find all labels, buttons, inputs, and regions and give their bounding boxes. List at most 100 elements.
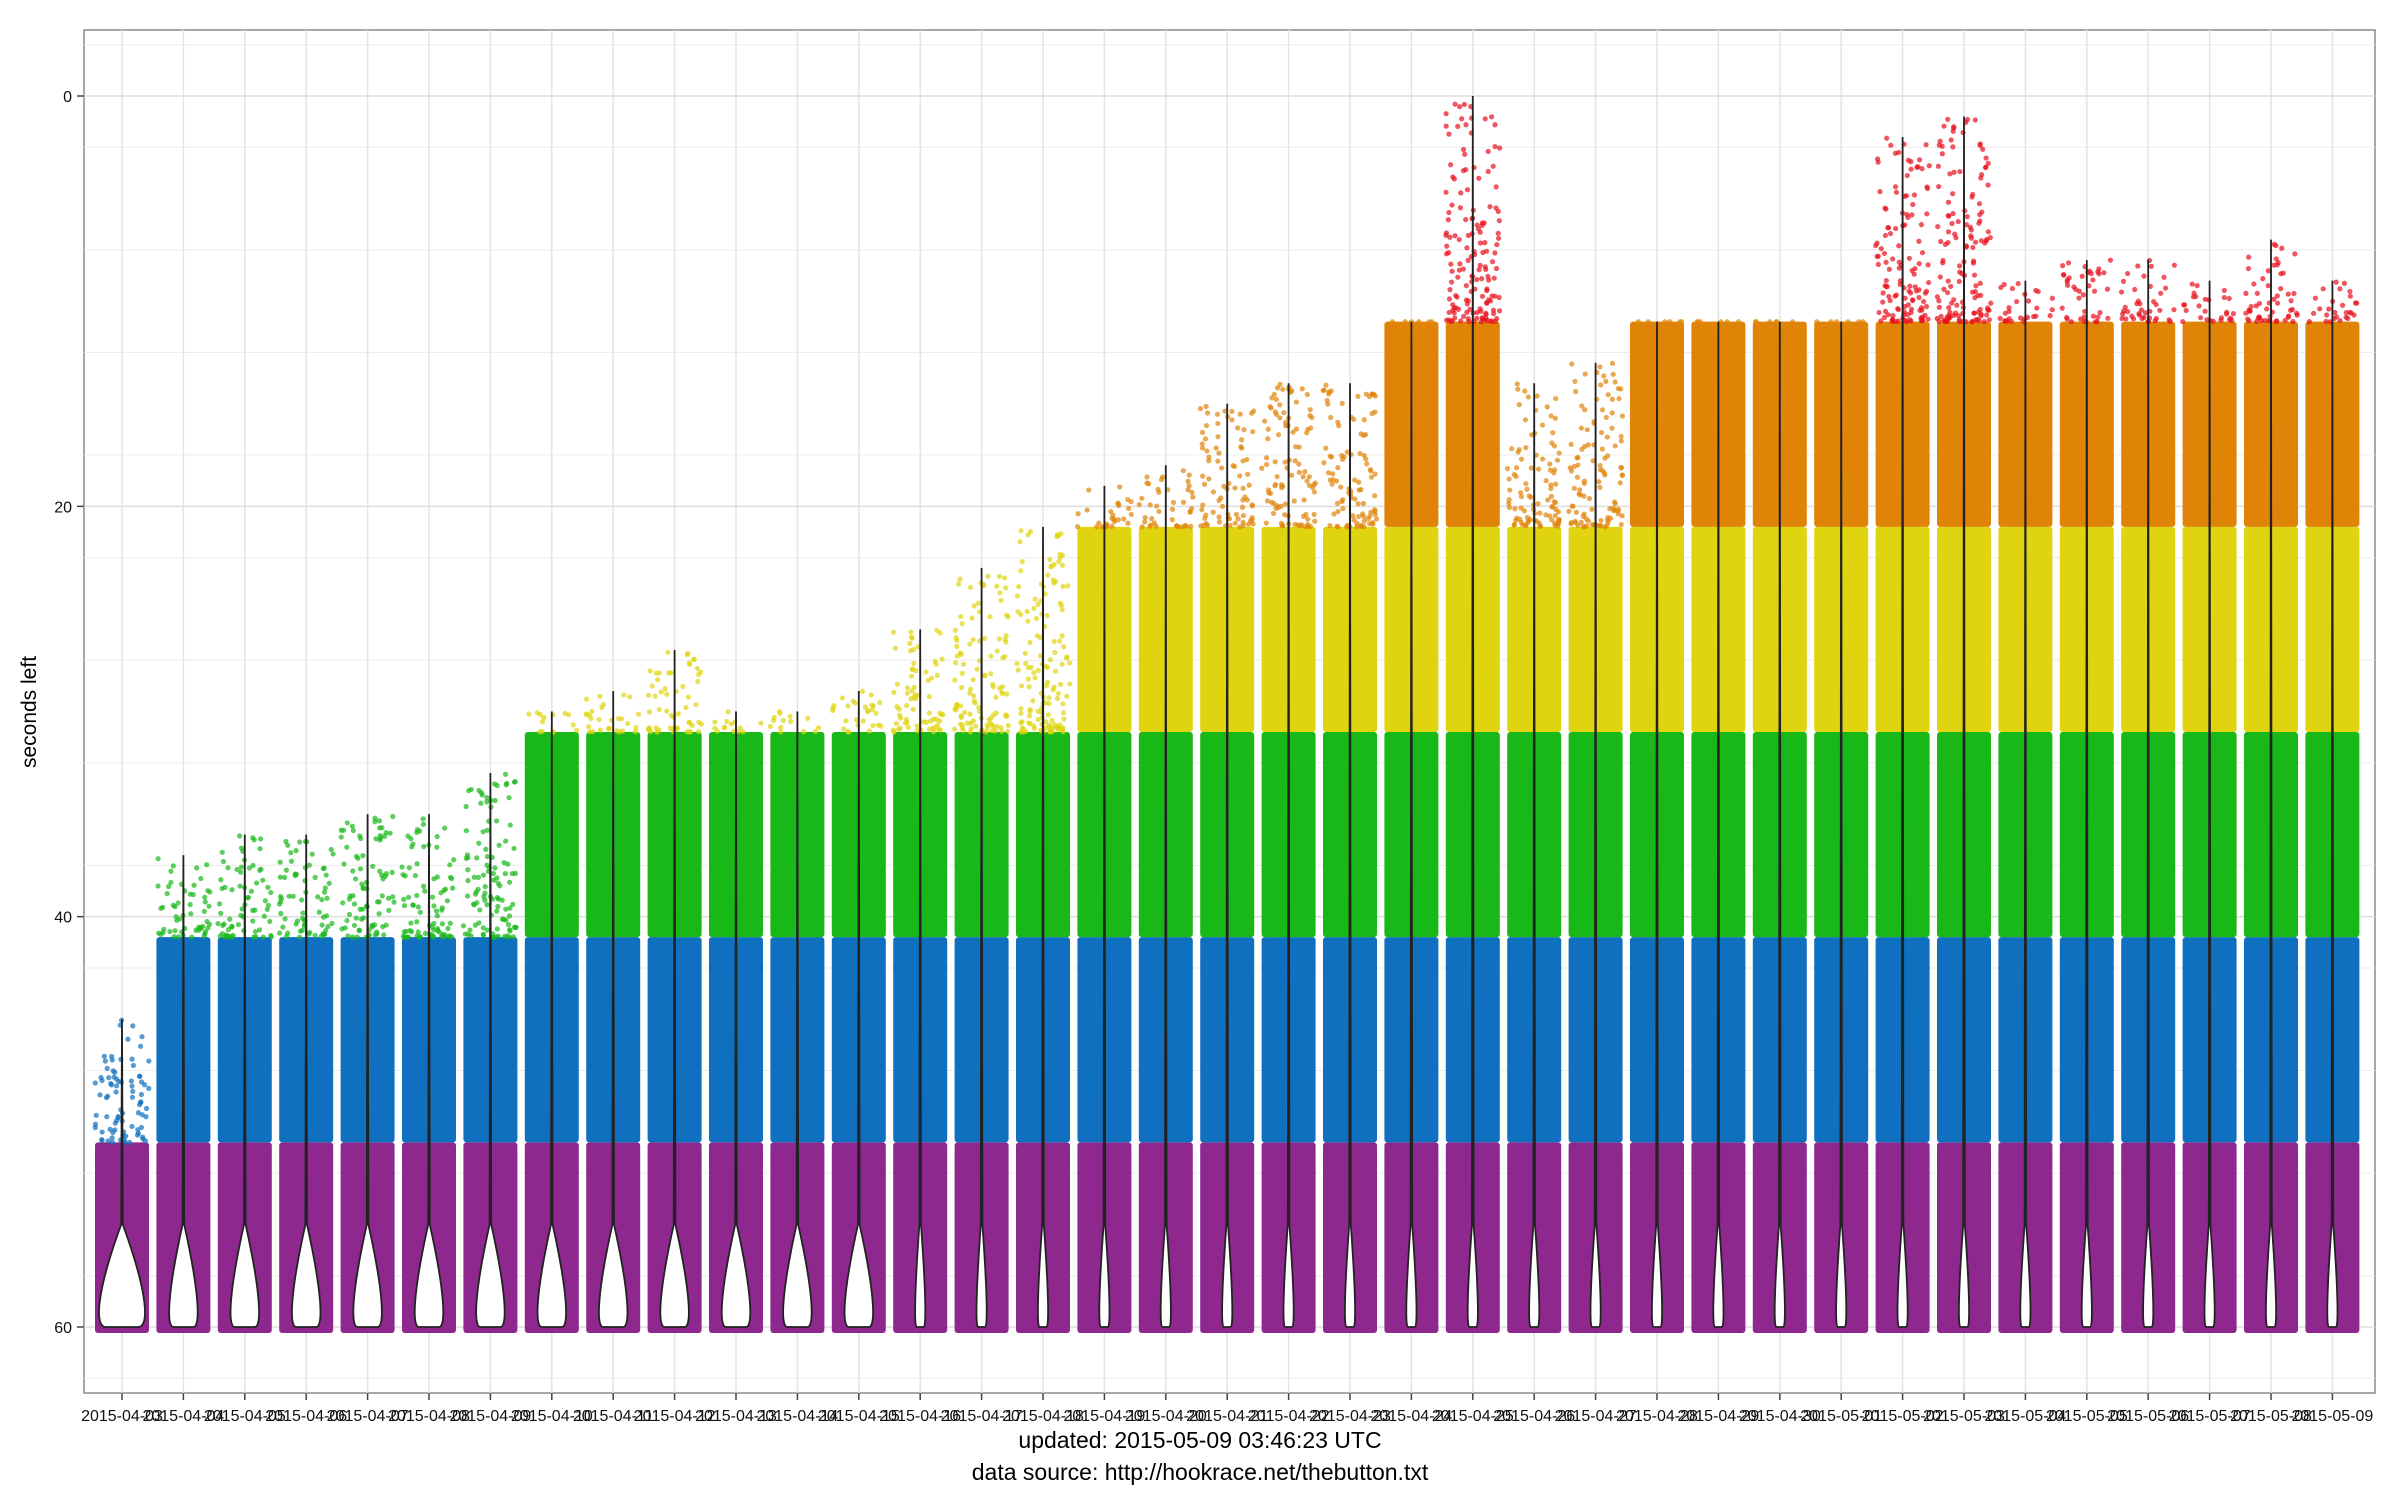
data-point: [1169, 517, 1175, 523]
data-point: [1372, 471, 1378, 477]
data-point: [1312, 518, 1318, 524]
data-point: [1573, 509, 1579, 515]
category-column: [1443, 95, 1503, 1333]
data-point: [1327, 477, 1333, 483]
data-point: [1902, 295, 1908, 301]
data-point: [1482, 240, 1488, 246]
data-point: [1464, 245, 1470, 251]
data-point: [1492, 293, 1498, 299]
data-point: [116, 1078, 122, 1085]
data-point: [381, 932, 387, 938]
data-point: [1911, 271, 1917, 277]
data-point: [2181, 302, 2187, 308]
data-point: [110, 1129, 116, 1136]
category-column: [524, 710, 580, 1333]
data-point: [1446, 131, 1452, 137]
category-column: [1074, 484, 1134, 1333]
data-point: [1568, 441, 1574, 448]
data-point: [1956, 318, 1963, 325]
data-point: [1554, 457, 1561, 463]
data-point: [405, 934, 411, 940]
data-point: [1873, 242, 1879, 249]
data-point: [234, 866, 240, 873]
data-point: [429, 894, 436, 900]
data-point: [2035, 288, 2041, 295]
data-point: [2064, 316, 2070, 322]
data-point: [1525, 394, 1531, 400]
violin: [98, 1019, 146, 1328]
data-point: [1985, 229, 1991, 235]
data-point: [870, 722, 876, 729]
data-point: [344, 820, 350, 826]
category-column: [1934, 116, 1994, 1333]
data-point: [1292, 521, 1298, 528]
data-point: [492, 865, 498, 871]
data-point: [683, 704, 689, 711]
data-point: [1856, 319, 1862, 325]
data-point: [1289, 472, 1295, 478]
data-point: [1274, 473, 1280, 480]
data-point: [1549, 517, 1555, 523]
data-point: [1061, 644, 1067, 650]
data-point: [1452, 233, 1458, 239]
data-point: [1005, 728, 1011, 734]
category-column: [767, 708, 825, 1333]
data-point: [2073, 286, 2079, 293]
data-point: [1250, 521, 1256, 527]
y-tick-label: 60: [54, 1320, 72, 1337]
data-point: [1597, 364, 1603, 370]
data-point: [201, 908, 207, 915]
data-point: [476, 787, 482, 794]
data-point: [952, 677, 958, 683]
data-point: [996, 636, 1002, 642]
data-point: [1607, 506, 1613, 512]
data-point: [422, 930, 429, 936]
data-point: [1909, 212, 1915, 218]
data-point: [993, 710, 999, 716]
data-point: [981, 672, 987, 678]
x-axis: 2015-04-032015-04-042015-04-052015-04-06…: [81, 1393, 2373, 1425]
data-point: [1241, 427, 1247, 433]
data-point: [1984, 312, 1990, 318]
data-point: [1153, 523, 1159, 529]
category-column: [2305, 279, 2360, 1333]
data-point: [480, 925, 486, 931]
data-point: [128, 1078, 134, 1084]
data-point: [202, 899, 208, 905]
data-point: [1214, 411, 1221, 417]
data-point: [464, 852, 471, 858]
data-point: [1020, 725, 1026, 731]
data-point: [1249, 502, 1255, 508]
data-point: [1896, 259, 1902, 265]
x-tick-label: 2015-05-02: [1862, 1408, 1944, 1425]
data-point: [645, 692, 652, 698]
data-point: [1321, 387, 1327, 393]
data-point: [2333, 279, 2339, 285]
data-point: [1605, 392, 1611, 398]
data-point: [958, 713, 964, 719]
category-column: [1630, 319, 1685, 1333]
data-point: [2287, 307, 2294, 313]
x-tick-label: 2015-05-04: [1984, 1408, 2066, 1425]
data-point: [387, 830, 393, 836]
data-point: [401, 903, 408, 909]
category-column: [1384, 319, 1439, 1333]
data-point: [1487, 204, 1493, 210]
data-point: [1338, 484, 1344, 490]
data-point: [1018, 720, 1024, 726]
data-point: [1908, 166, 1914, 172]
data-point: [1037, 653, 1044, 659]
data-point: [1603, 414, 1609, 421]
data-point: [914, 723, 920, 729]
data-point: [1645, 319, 1651, 325]
data-point: [93, 1112, 99, 1118]
violin: [1221, 403, 1234, 1328]
data-point: [2125, 270, 2131, 277]
data-point: [685, 694, 691, 700]
data-point: [92, 1121, 99, 1127]
data-point: [2310, 310, 2317, 316]
data-point: [1334, 478, 1340, 484]
data-point: [475, 874, 482, 881]
data-point: [1109, 523, 1115, 529]
